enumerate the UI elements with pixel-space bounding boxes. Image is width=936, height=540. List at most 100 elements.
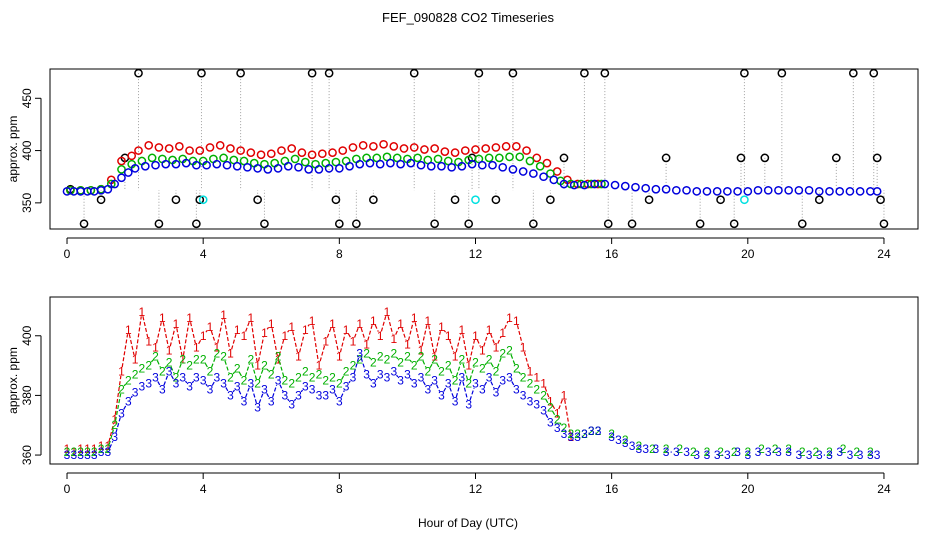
data-point	[433, 154, 443, 164]
data-point	[831, 153, 841, 163]
data-point-label: 3	[132, 385, 139, 399]
data-point	[219, 153, 228, 163]
data-point-label: 3	[227, 388, 234, 402]
data-point-label: 2	[220, 350, 227, 364]
data-point-label: 1	[200, 329, 207, 343]
data-point	[845, 187, 855, 196]
data-point-label: 3	[653, 442, 660, 456]
data-point	[855, 187, 865, 196]
data-point-label: 3	[98, 445, 105, 459]
data-point	[695, 219, 705, 229]
data-point-label: 3	[704, 448, 711, 462]
data-point	[474, 69, 484, 78]
data-point	[661, 153, 671, 163]
data-point-label: 2	[64, 445, 71, 459]
data-point-label: 2	[690, 445, 697, 459]
data-point-label: 1	[343, 323, 350, 337]
data-point	[290, 154, 300, 164]
data-point-label: 3	[316, 388, 323, 402]
data-point-label: 2	[554, 412, 561, 426]
data-point-label: 3	[288, 397, 295, 411]
data-point-label: 3	[636, 442, 643, 456]
data-point-label: 2	[322, 374, 329, 388]
data-point	[151, 160, 160, 170]
data-point-label: 3	[867, 448, 874, 462]
data-point	[270, 158, 280, 168]
data-point	[491, 195, 501, 205]
x-axis-label: Hour of Day (UTC)	[418, 516, 518, 530]
data-point-label: 2	[772, 442, 779, 456]
data-point	[171, 159, 181, 169]
data-point-label: 3	[152, 371, 159, 385]
data-point-label: 3	[179, 371, 186, 385]
data-point-label: 1	[465, 359, 472, 373]
data-point	[559, 153, 569, 163]
data-point-label: 2	[377, 350, 384, 364]
data-point-label: 1	[145, 335, 152, 349]
x-tick-label: 24	[877, 247, 891, 261]
data-point-label: 3	[105, 445, 112, 459]
data-point	[539, 172, 548, 182]
data-point-label: 3	[775, 445, 782, 459]
series-line	[108, 354, 568, 445]
data-point-label: 2	[213, 347, 220, 361]
data-point	[273, 163, 283, 173]
data-point-label: 3	[642, 442, 649, 456]
data-point	[161, 159, 171, 169]
x-tick-label: 4	[200, 482, 207, 496]
data-point-label: 2	[70, 445, 77, 459]
data-point-label: 1	[459, 323, 466, 337]
data-point	[457, 161, 467, 171]
data-point	[130, 163, 140, 173]
data-point-label: 2	[513, 362, 520, 376]
data-point	[205, 143, 215, 152]
data-point-label: 1	[424, 314, 431, 328]
data-point	[491, 143, 501, 152]
data-point	[334, 163, 344, 173]
x-tick-label: 20	[741, 247, 755, 261]
data-point-label: 2	[840, 442, 847, 456]
data-point-label: 3	[588, 424, 595, 438]
data-point	[409, 143, 419, 152]
data-point-label: 2	[813, 445, 820, 459]
data-point-label: 3	[377, 368, 384, 382]
data-point-label: 1	[561, 388, 568, 402]
data-point-label: 1	[377, 329, 384, 343]
data-point-label: 3	[356, 347, 363, 361]
data-point-label: 3	[322, 388, 329, 402]
data-point	[249, 158, 259, 168]
data-point-label: 1	[384, 305, 391, 319]
data-point-label: 2	[717, 445, 724, 459]
data-point-label: 2	[145, 359, 152, 373]
data-point-label: 2	[384, 353, 391, 367]
data-point	[144, 140, 154, 150]
x-tick-label: 20	[741, 482, 755, 496]
data-point	[185, 146, 194, 155]
data-point-label: 2	[91, 445, 98, 459]
data-point-label: 1	[499, 326, 506, 340]
data-point-label: 1	[105, 439, 112, 453]
data-point-label: 1	[139, 305, 146, 319]
data-point	[774, 185, 783, 195]
data-point-label: 2	[533, 382, 540, 396]
data-point-label: 2	[77, 445, 84, 459]
data-point	[569, 180, 579, 190]
data-point-label: 3	[213, 371, 220, 385]
data-point	[508, 69, 518, 78]
data-point	[243, 162, 252, 172]
data-point-label: 1	[486, 323, 493, 337]
data-point	[266, 149, 276, 159]
data-point	[413, 153, 422, 163]
data-point-label: 2	[608, 427, 615, 441]
data-point-label: 2	[731, 445, 738, 459]
data-point	[294, 162, 303, 172]
data-point	[529, 219, 538, 229]
data-point-label: 1	[207, 320, 214, 334]
data-point-label: 3	[363, 368, 370, 382]
data-point-label: 1	[540, 376, 547, 390]
data-point-label: 2	[567, 427, 574, 441]
data-point	[352, 154, 361, 164]
data-point	[743, 187, 753, 196]
data-point-label: 1	[125, 323, 132, 337]
